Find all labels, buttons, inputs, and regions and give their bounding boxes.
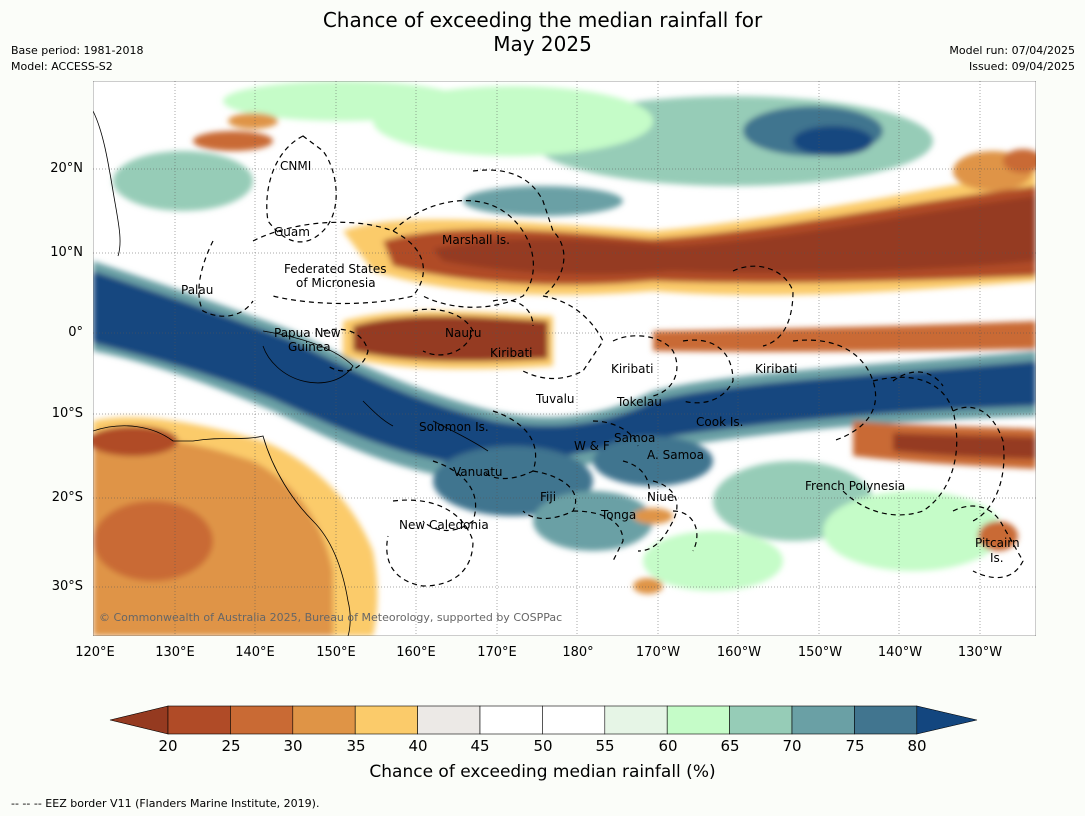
colorbar-tick-25: 25	[221, 737, 241, 755]
graticule	[93, 81, 1036, 636]
label-niue: Niue	[647, 490, 674, 504]
colorbar-tick-60: 60	[658, 737, 678, 755]
label-kiribati-east: Kiribati	[755, 362, 797, 376]
label-nauru: Nauru	[445, 326, 481, 340]
lon-label-170w: 170°W	[635, 645, 681, 660]
label-cook-islands: Cook Is.	[696, 415, 743, 429]
lat-label-20n: 20°N	[50, 161, 83, 176]
lon-label-150e: 150°E	[316, 645, 356, 660]
label-tonga: Tonga	[600, 508, 636, 522]
copyright-notice: © Commonwealth of Australia 2025, Bureau…	[99, 611, 562, 624]
eez-borders	[198, 135, 1024, 587]
colorbar-segment	[417, 705, 481, 735]
eez-footnote: -- -- -- EEZ border V11 (Flanders Marine…	[11, 797, 320, 810]
colorbar	[109, 705, 978, 735]
lat-label-10s: 10°S	[51, 406, 83, 421]
label-new-caledonia: New Caledonia	[399, 518, 489, 532]
colorbar-segment	[542, 705, 606, 735]
colorbar-tick-70: 70	[782, 737, 802, 755]
label-fsm-line2: of Micronesia	[296, 276, 376, 290]
lon-label-130e: 130°E	[155, 645, 195, 660]
colorbar-extend-high	[916, 705, 978, 735]
label-png-line1: Papua New	[274, 326, 341, 340]
colorbar-segment	[230, 705, 294, 735]
model-name: Model: ACCESS-S2	[11, 60, 113, 73]
colorbar-tick-35: 35	[346, 737, 366, 755]
base-period: Base period: 1981-2018	[11, 44, 144, 57]
label-pitcairn-line2: Is.	[990, 551, 1004, 565]
label-vanuatu: Vanuatu	[453, 465, 503, 479]
rainfall-map: CNMI Guam Marshall Is. Federated States …	[93, 81, 1036, 636]
colorbar-segment	[167, 705, 231, 735]
label-marshall-islands: Marshall Is.	[442, 233, 510, 247]
lon-label-140e: 140°E	[235, 645, 275, 660]
colorbar-segment	[354, 705, 418, 735]
colorbar-segment	[791, 705, 855, 735]
lon-label-130w: 130°W	[957, 645, 1003, 660]
label-solomon-islands: Solomon Is.	[419, 420, 489, 434]
region-labels: CNMI Guam Marshall Is. Federated States …	[181, 159, 1020, 565]
lon-label-170e: 170°E	[477, 645, 517, 660]
colorbar-tick-40: 40	[408, 737, 428, 755]
colorbar-extend-low	[109, 705, 169, 735]
colorbar-tick-30: 30	[283, 737, 303, 755]
colorbar-segment	[479, 705, 543, 735]
lon-label-150w: 150°W	[797, 645, 843, 660]
lon-label-180: 180°	[562, 645, 594, 660]
label-wallis-futuna: W & F	[574, 439, 610, 453]
label-fiji: Fiji	[540, 490, 556, 504]
model-run: Model run: 07/04/2025	[949, 44, 1075, 57]
label-samoa: Samoa	[614, 431, 655, 445]
coastlines	[93, 110, 489, 636]
label-cnmi: CNMI	[280, 159, 311, 173]
colorbar-segment	[854, 705, 918, 735]
label-tokelau: Tokelau	[616, 395, 662, 409]
label-tuvalu: Tuvalu	[535, 392, 575, 406]
colorbar-tick-55: 55	[595, 737, 615, 755]
colorbar-tick-20: 20	[158, 737, 178, 755]
colorbar-segment	[604, 705, 668, 735]
map-title-line1: Chance of exceeding the median rainfall …	[322, 8, 763, 32]
colorbar-tick-65: 65	[720, 737, 740, 755]
colorbar-tick-45: 45	[470, 737, 490, 755]
lon-label-120e: 120°E	[75, 645, 115, 660]
colorbar-tick-50: 50	[533, 737, 553, 755]
label-guam: Guam	[274, 225, 310, 239]
label-kiribati-west: Kiribati	[490, 346, 532, 360]
colorbar-segment	[292, 705, 356, 735]
colorbar-segment	[729, 705, 793, 735]
colorbar-tick-80: 80	[907, 737, 927, 755]
lat-label-20s: 20°S	[51, 490, 83, 505]
label-palau: Palau	[181, 283, 213, 297]
lon-label-160e: 160°E	[396, 645, 436, 660]
colorbar-tick-75: 75	[845, 737, 865, 755]
colorbar-segment	[666, 705, 730, 735]
lat-label-10n: 10°N	[50, 245, 83, 260]
colorbar-label: Chance of exceeding median rainfall (%)	[369, 762, 716, 782]
label-png-line2: Guinea	[288, 340, 331, 354]
label-pitcairn-line1: Pitcairn	[975, 536, 1020, 550]
map-title-line2: May 2025	[493, 32, 592, 56]
label-fsm-line1: Federated States	[284, 262, 386, 276]
lat-label-30s: 30°S	[51, 579, 83, 594]
lon-label-160w: 160°W	[716, 645, 762, 660]
label-kiribati-central: Kiribati	[611, 362, 653, 376]
lon-label-140w: 140°W	[877, 645, 923, 660]
issued-date: Issued: 09/04/2025	[968, 60, 1075, 73]
label-french-polynesia: French Polynesia	[805, 479, 905, 493]
label-american-samoa: A. Samoa	[647, 448, 704, 462]
lat-label-0: 0°	[68, 325, 83, 340]
